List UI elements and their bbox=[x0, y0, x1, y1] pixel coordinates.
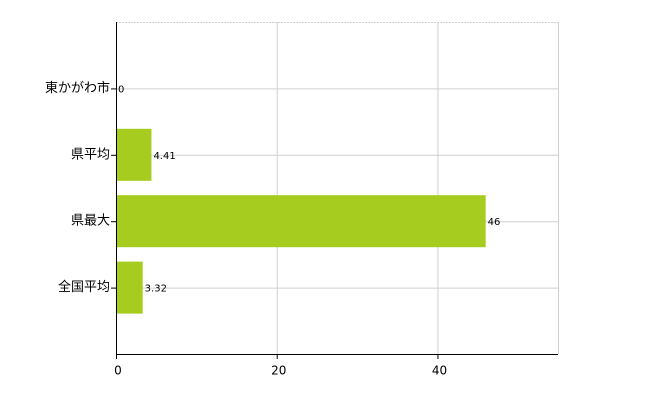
bar bbox=[116, 195, 486, 248]
x-tick-label: 20 bbox=[271, 364, 286, 378]
x-tick-label: 0 bbox=[114, 364, 122, 378]
data-label: 0 bbox=[118, 84, 124, 95]
y-tick-label: 東かがわ市 bbox=[45, 80, 110, 96]
data-label: 46 bbox=[488, 217, 501, 228]
bar bbox=[116, 261, 143, 314]
y-tick-label: 県平均 bbox=[71, 147, 110, 162]
y-tick-label: 全国平均 bbox=[58, 279, 110, 295]
y-tick-label: 県最大 bbox=[71, 214, 110, 229]
data-label: 4.41 bbox=[153, 151, 175, 162]
x-tick-label: 40 bbox=[432, 364, 447, 378]
bar bbox=[116, 128, 152, 181]
data-label: 3.32 bbox=[145, 284, 167, 295]
